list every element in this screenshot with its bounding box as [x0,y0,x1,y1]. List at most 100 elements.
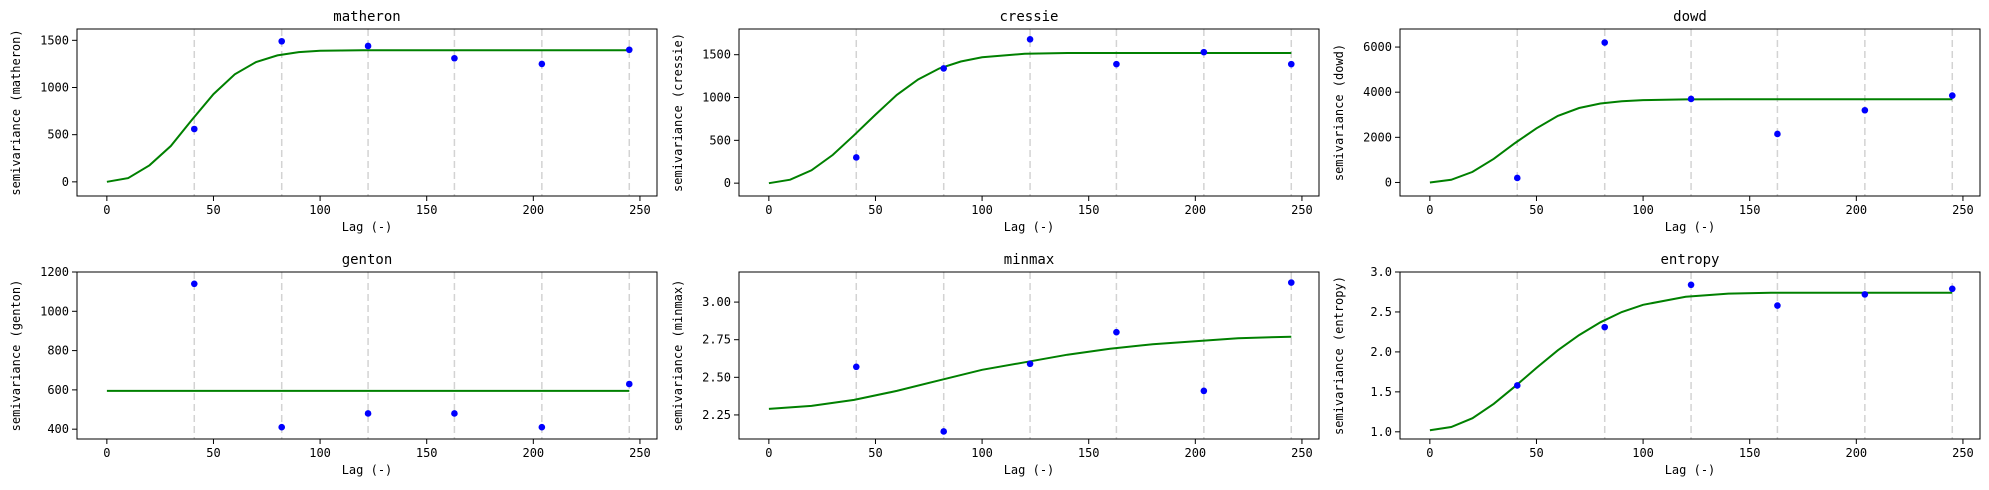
data-point-2 [364,410,372,417]
y-tick-label: 2.5 [1370,305,1392,319]
data-point-0 [190,280,198,288]
data-point-2 [1687,281,1695,289]
x-tick-label: 150 [1078,203,1100,217]
subplot-genton: 0 50 100 150 200 250 400 600 800 1000 1200 genton La… [9,252,658,477]
x-tick-label: 250 [1952,446,1974,460]
y-axis-label: semivariance (cressie) [671,33,685,192]
data-point-3 [1774,130,1781,138]
x-tick-label: 100 [309,446,331,460]
x-tick-label: 100 [971,203,993,217]
subplot-title: cressie [999,9,1058,25]
y-tick-label: 500 [47,128,69,142]
subplot-cressie: 0 50 100 150 200 250 0 500 1000 1500 cressie Lag (-… [671,9,1320,234]
x-tick-label: 150 [416,446,438,460]
model-curve [768,52,1292,185]
axes-frame [738,28,1320,197]
data-point-5 [625,380,633,388]
x-tick-label: 150 [1739,446,1761,460]
data-point-4 [1200,387,1208,395]
data-point-5 [625,46,633,54]
x-tick-label: 100 [971,446,993,460]
x-tick-label: 150 [416,203,438,217]
subplot-matheron: 0 50 100 150 200 250 0 500 1000 1500 matheron Lag (… [9,9,658,234]
data-point-2 [364,42,372,50]
x-tick-label: 50 [206,446,220,460]
axes-frame [1399,28,1981,197]
y-tick-label: 1200 [40,265,69,279]
data-point-0 [852,363,860,371]
y-tick-label: 6000 [1363,40,1392,54]
x-tick-label: 0 [765,446,772,460]
x-axis-label: Lag (-) [1665,220,1716,234]
y-tick-label: 800 [47,344,69,358]
x-tick-label: 100 [309,203,331,217]
subplot-entropy: 0 50 100 150 200 250 1.0 1.5 2.0 2.5 3.0 entropy Lag… [1332,252,1981,477]
y-tick-label: 2000 [1363,130,1392,144]
subplot-title: minmax [1004,252,1055,268]
y-tick-label: 1500 [702,48,731,62]
y-tick-label: 3.00 [702,295,731,309]
x-tick-label: 100 [1632,446,1654,460]
subplot-title: matheron [333,9,400,25]
model-curve [768,335,1292,410]
model-curve [1429,98,1953,184]
x-tick-label: 150 [1078,446,1100,460]
x-tick-label: 50 [206,203,220,217]
axes-frame [738,271,1320,440]
data-point-5 [1948,92,1956,99]
y-axis-label: semivariance (dowd) [1332,44,1346,181]
data-point-4 [1200,48,1208,56]
subplot-title: genton [342,252,393,268]
y-tick-label: 1.5 [1370,385,1392,399]
axes-frame [1399,271,1981,440]
data-point-0 [190,125,198,133]
data-point-3 [1113,60,1120,68]
x-axis-label: Lag (-) [1004,220,1055,234]
y-tick-label: 0 [62,175,69,189]
data-point-3 [1774,302,1781,309]
y-tick-label: 0 [724,176,731,190]
y-tick-label: 0 [1385,175,1392,189]
y-tick-label: 600 [47,383,69,397]
x-tick-label: 50 [1529,203,1543,217]
y-tick-label: 2.25 [702,408,731,422]
x-axis-label: Lag (-) [1004,463,1055,477]
x-axis-label: Lag (-) [1665,463,1716,477]
x-tick-label: 200 [522,203,544,217]
data-point-3 [451,54,458,62]
data-point-1 [278,37,286,45]
y-axis-label: semivariance (matheron) [9,29,23,195]
y-tick-label: 400 [47,422,69,436]
subplot-title: entropy [1660,252,1719,268]
data-point-1 [940,65,948,72]
data-point-4 [1861,291,1869,298]
axes-frame [76,28,658,197]
data-point-1 [1601,323,1609,331]
y-tick-label: 2.50 [702,370,731,384]
x-tick-label: 250 [629,446,651,460]
y-tick-label: 1000 [702,91,731,105]
x-tick-label: 150 [1739,203,1761,217]
x-tick-label: 200 [1184,203,1206,217]
data-point-3 [1113,328,1120,336]
data-point-5 [1287,60,1295,68]
data-point-2 [1026,35,1034,43]
data-point-4 [538,60,546,68]
y-tick-label: 1000 [40,304,69,318]
data-point-5 [1948,285,1956,293]
x-tick-label: 50 [868,203,882,217]
x-tick-label: 0 [1426,203,1433,217]
y-tick-label: 2.75 [702,333,731,347]
y-tick-label: 4000 [1363,85,1392,99]
data-point-0 [1513,174,1521,182]
x-tick-label: 250 [1291,446,1313,460]
subplot-dowd: 0 50 100 150 200 250 0 2000 4000 6000 dowd Lag (-) s… [1332,9,1981,234]
y-tick-label: 1500 [40,33,69,47]
model-curve [106,49,630,183]
model-curve [1429,291,1953,432]
subplot-title: dowd [1673,9,1707,25]
y-tick-label: 2.0 [1370,345,1392,359]
x-tick-label: 50 [868,446,882,460]
y-tick-label: 3.0 [1370,265,1392,279]
x-tick-label: 0 [765,203,772,217]
